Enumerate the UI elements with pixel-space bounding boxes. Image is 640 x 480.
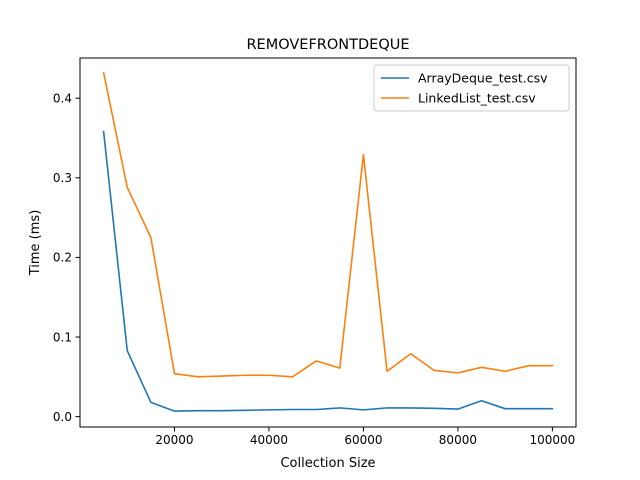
y-axis-label: Time (ms) bbox=[28, 210, 43, 277]
y-tick-label: 0.0 bbox=[53, 410, 72, 424]
x-tick-label: 40000 bbox=[250, 433, 288, 447]
x-tick-label: 60000 bbox=[344, 433, 382, 447]
series-line-2 bbox=[102, 71, 554, 378]
x-tick-label: 100000 bbox=[529, 433, 575, 447]
plot-frame bbox=[79, 57, 577, 428]
y-tick-label: 0.3 bbox=[53, 171, 72, 185]
y-axis: 0.0 0.1 0.2 0.3 0.4 bbox=[53, 92, 80, 424]
legend-label-1: ArrayDeque_test.csv bbox=[418, 71, 548, 86]
y-tick-label: 0.1 bbox=[53, 330, 72, 344]
legend-label-2: LinkedList_test.csv bbox=[418, 91, 536, 106]
x-tick-label: 20000 bbox=[155, 433, 193, 447]
x-axis: 20000 40000 60000 80000 100000 bbox=[155, 427, 575, 447]
x-axis-label: Collection Size bbox=[280, 456, 375, 471]
plot-area bbox=[79, 57, 577, 428]
y-tick-label: 0.2 bbox=[53, 251, 72, 265]
series-layer bbox=[102, 71, 554, 412]
legend-box bbox=[373, 64, 570, 112]
y-tick-label: 0.4 bbox=[53, 92, 72, 106]
x-tick-label: 80000 bbox=[439, 433, 477, 447]
series-line-1 bbox=[102, 130, 554, 412]
legend: ArrayDeque_test.csv LinkedList_test.csv bbox=[373, 64, 570, 112]
chart-title: REMOVEFRONTDEQUE bbox=[246, 37, 409, 53]
